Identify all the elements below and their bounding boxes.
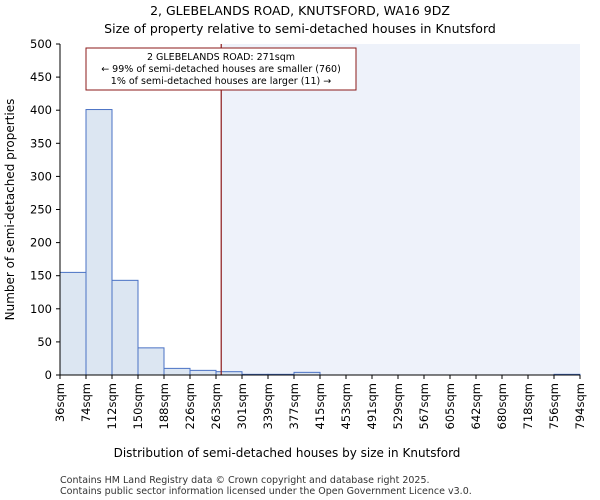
x-tick-label-718sqm: 718sqm xyxy=(521,383,535,429)
x-tick-label-529sqm: 529sqm xyxy=(391,383,405,429)
x-tick-label-301sqm: 301sqm xyxy=(235,383,249,429)
x-tick-label-680sqm: 680sqm xyxy=(495,383,509,429)
bar-150sqm xyxy=(137,347,165,376)
y-axis-ticks: 0 50 100 150 200 250 300 350 400 450 500 xyxy=(30,37,60,382)
footer-copyright: Contains HM Land Registry data © Crown c… xyxy=(60,475,430,486)
y-tick-label-250: 250 xyxy=(30,203,52,217)
x-tick-label-605sqm: 605sqm xyxy=(443,383,457,429)
x-tick-label-150sqm: 150sqm xyxy=(131,383,145,429)
chart-subtitle: Size of property relative to semi-detach… xyxy=(104,21,496,36)
chart-title: 2, GLEBELANDS ROAD, KNUTSFORD, WA16 9DZ xyxy=(150,3,450,18)
bar-226sqm xyxy=(189,369,217,376)
y-tick-label-100: 100 xyxy=(30,302,52,316)
x-tick-label-415sqm: 415sqm xyxy=(313,383,327,429)
annotation-line-3: 1% of semi-detached houses are larger (1… xyxy=(111,76,331,87)
y-tick-label-350: 350 xyxy=(30,136,52,150)
larger-properties-highlight xyxy=(221,44,580,375)
y-axis-label: Number of semi-detached properties xyxy=(3,99,17,321)
x-tick-label-642sqm: 642sqm xyxy=(469,383,483,429)
x-tick-label-226sqm: 226sqm xyxy=(183,383,197,429)
x-tick-label-112sqm: 112sqm xyxy=(105,383,119,429)
annotation-line-1: 2 GLEBELANDS ROAD: 271sqm xyxy=(147,52,295,63)
x-axis-ticks: 36sqm 74sqm 112sqm 150sqm 188sqm 226sqm 263sqm… xyxy=(53,375,587,429)
y-tick-label-200: 200 xyxy=(30,236,52,250)
bar-188sqm xyxy=(163,367,191,376)
x-tick-label-756sqm: 756sqm xyxy=(547,383,561,429)
y-tick-label-450: 450 xyxy=(30,70,52,84)
bar-36sqm xyxy=(59,271,87,376)
x-tick-label-567sqm: 567sqm xyxy=(417,383,431,429)
x-tick-label-339sqm: 339sqm xyxy=(261,383,275,429)
y-tick-label-400: 400 xyxy=(30,103,52,117)
y-tick-label-0: 0 xyxy=(45,368,52,382)
y-tick-label-300: 300 xyxy=(30,169,52,183)
x-tick-label-263sqm: 263sqm xyxy=(209,383,223,429)
y-tick-label-50: 50 xyxy=(37,335,52,349)
plot-area: 2 GLEBELANDS ROAD: 271sqm ← 99% of semi-… xyxy=(30,37,587,429)
x-tick-label-377sqm: 377sqm xyxy=(287,383,301,429)
annotation-box: 2 GLEBELANDS ROAD: 271sqm ← 99% of semi-… xyxy=(85,47,357,91)
x-tick-label-491sqm: 491sqm xyxy=(365,383,379,429)
footer-licence: Contains public sector information licen… xyxy=(60,486,472,497)
x-tick-label-188sqm: 188sqm xyxy=(157,383,171,429)
bar-112sqm xyxy=(111,279,139,376)
x-tick-label-74sqm: 74sqm xyxy=(79,383,93,422)
annotation-border xyxy=(85,47,357,91)
x-tick-label-453sqm: 453sqm xyxy=(339,383,353,429)
annotation-line-2: ← 99% of semi-detached houses are smalle… xyxy=(101,64,341,75)
y-tick-label-500: 500 xyxy=(30,37,52,51)
y-tick-label-150: 150 xyxy=(30,269,52,283)
x-tick-label-794sqm: 794sqm xyxy=(573,383,587,429)
bar-74sqm xyxy=(85,109,113,376)
x-axis-label: Distribution of semi-detached houses by … xyxy=(114,446,461,460)
x-tick-label-36sqm: 36sqm xyxy=(53,383,67,422)
